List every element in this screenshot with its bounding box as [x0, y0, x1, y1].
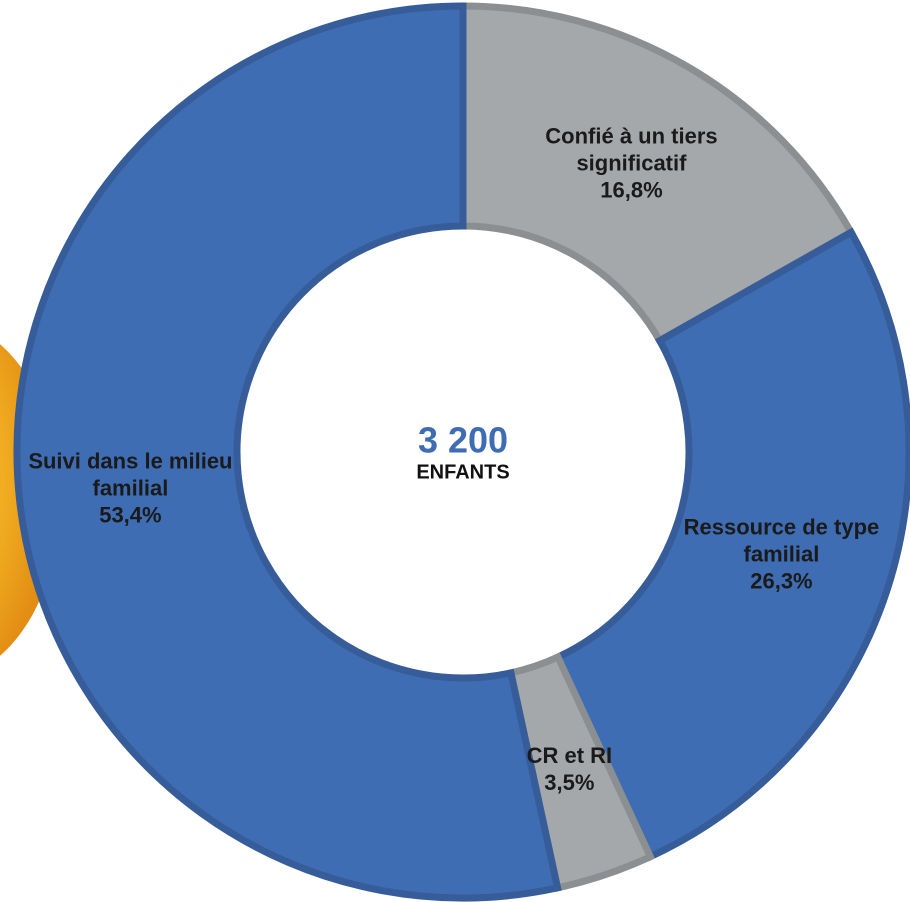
category-label: Confié à un tiers significatif: [545, 123, 718, 176]
category-label: Ressource de type familial: [683, 514, 880, 567]
center-caption: ENFANTS: [416, 461, 510, 484]
center-value: 3 200: [417, 419, 509, 461]
slice: [13, 2, 562, 902]
slice: [553, 227, 910, 862]
value-label: 53,4%: [99, 502, 162, 528]
slice-label: CR et RI 3,5%: [459, 742, 679, 796]
category-label: Suivi dans le milieu familial: [28, 448, 233, 501]
category-label: CR et RI: [526, 743, 613, 769]
value-label: 26,3%: [750, 568, 813, 594]
slice-label: Ressource de type familial 26,3%: [671, 514, 891, 595]
center-text: 3 200 ENFANTS: [416, 420, 509, 485]
slice-label: Confié à un tiers significatif 16,8%: [521, 123, 741, 204]
slice-label: Suivi dans le milieu familial 53,4%: [20, 447, 240, 528]
value-label: 3,5%: [544, 770, 595, 796]
slice: [459, 2, 856, 346]
value-label: 16,8%: [600, 177, 663, 203]
